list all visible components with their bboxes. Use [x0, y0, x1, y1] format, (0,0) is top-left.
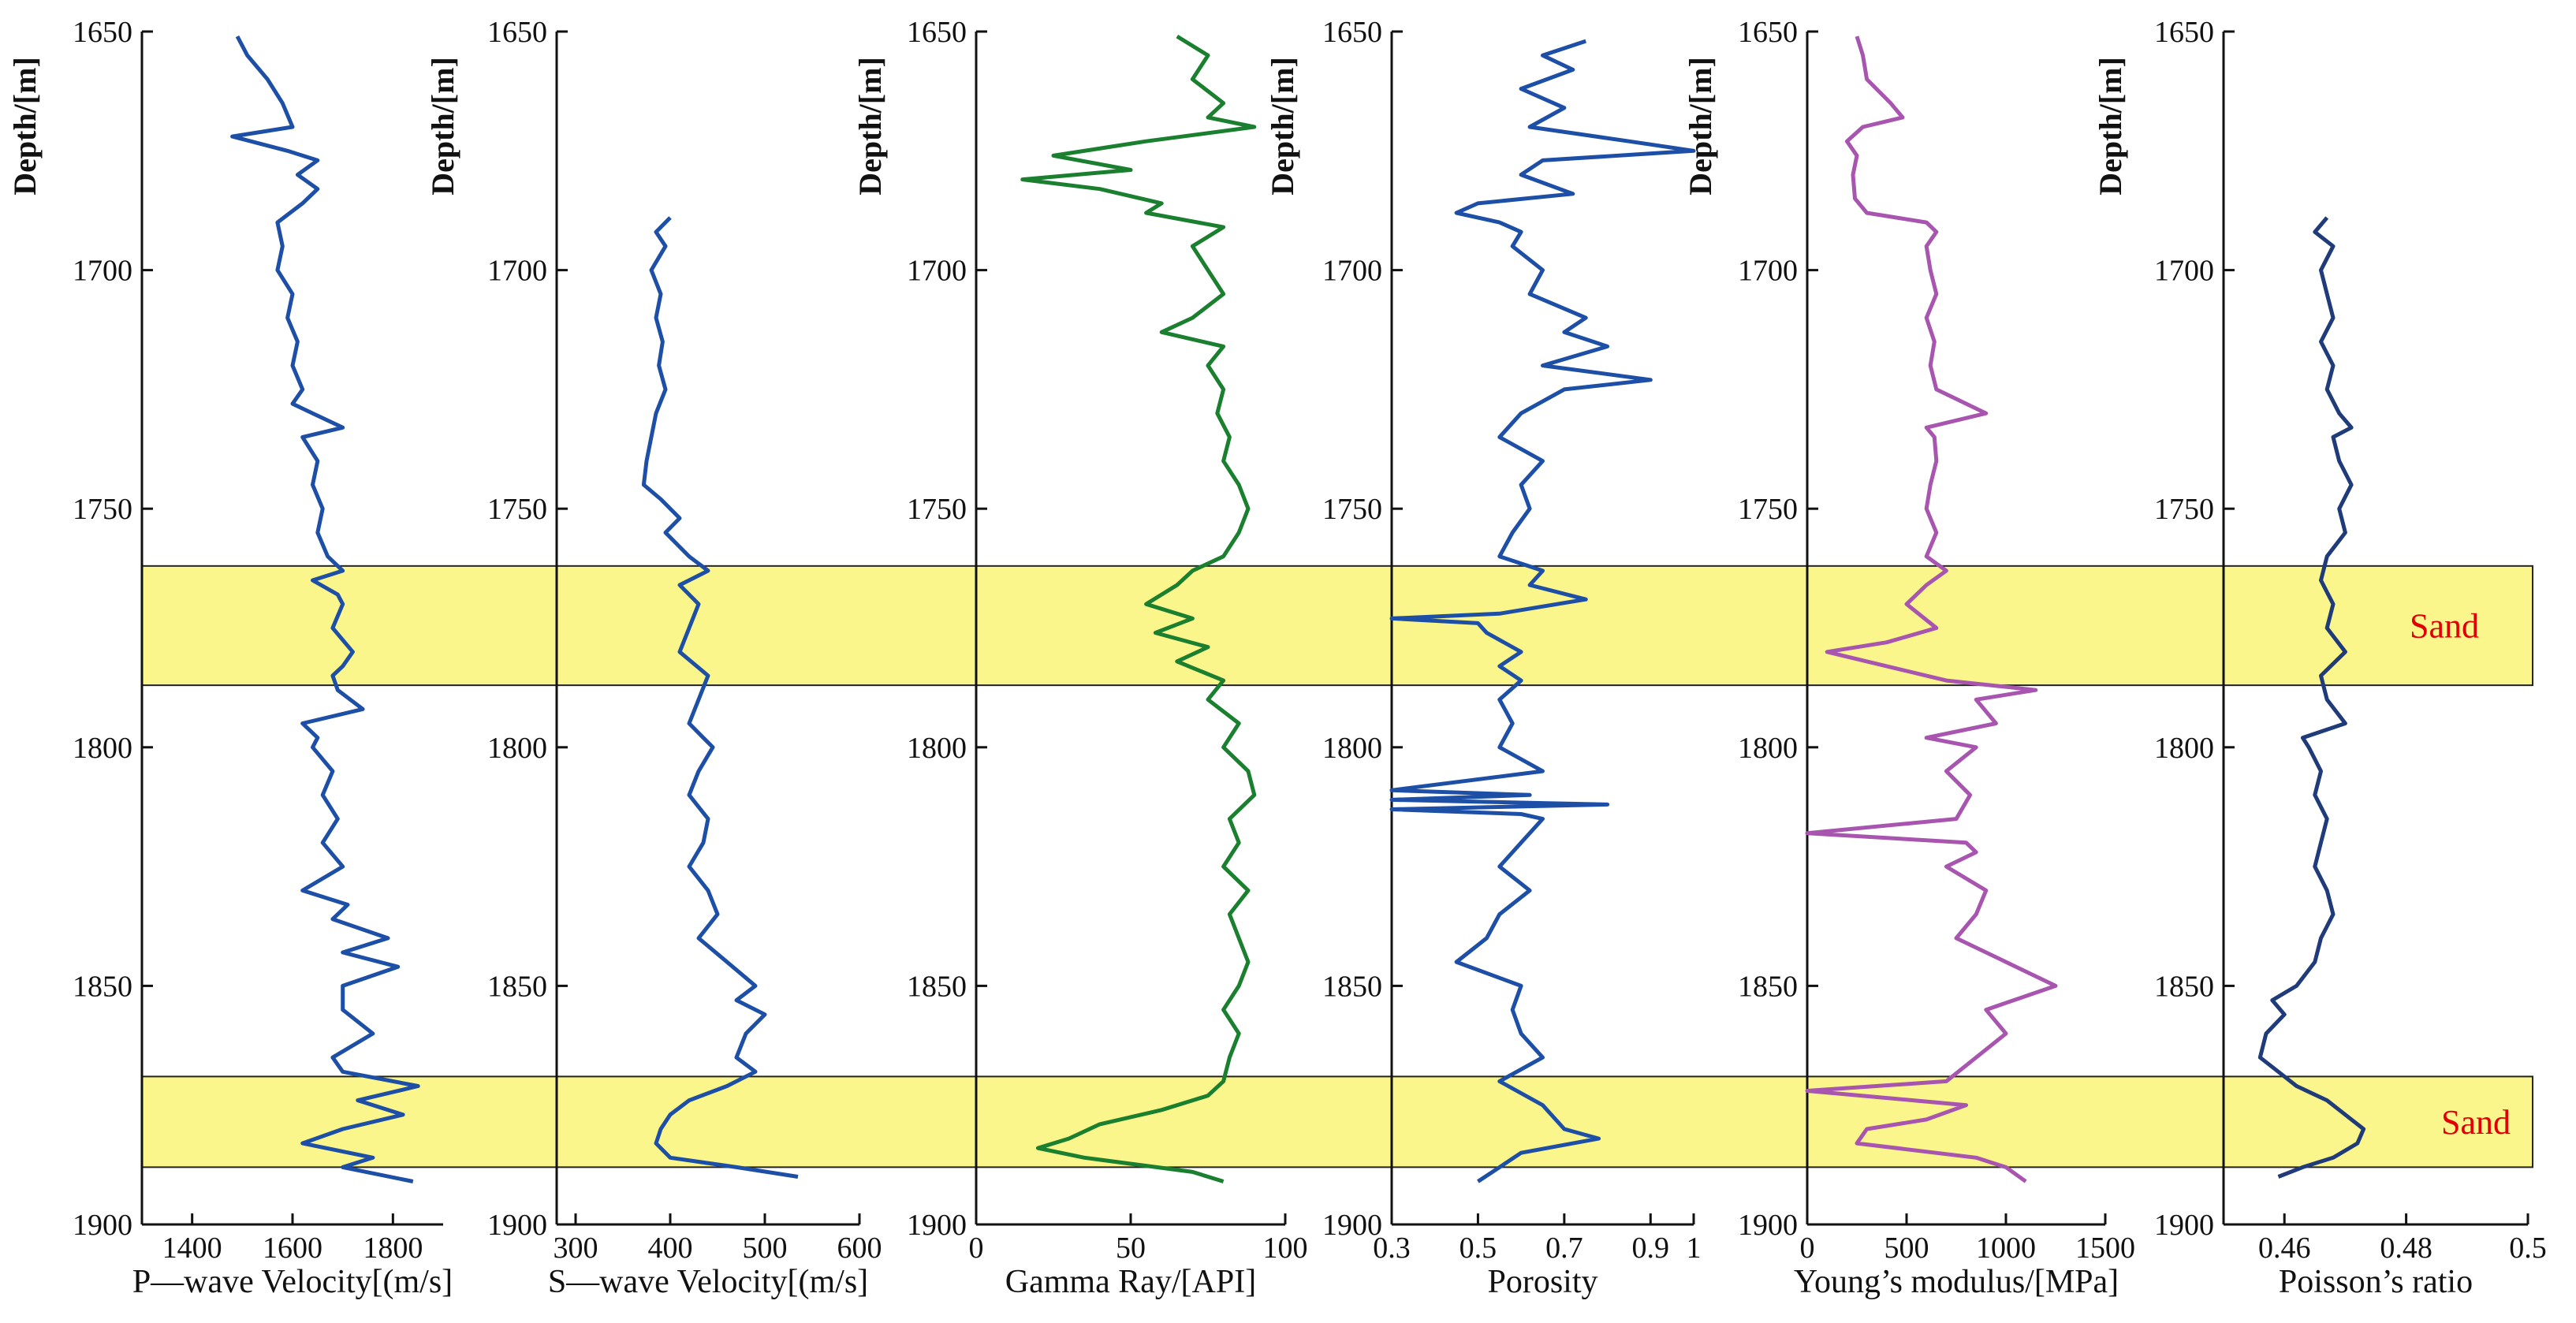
depth-tick-label: 1650: [907, 16, 967, 49]
depth-tick-label: 1700: [2154, 255, 2214, 288]
depth-tick-label: 1650: [1738, 16, 1798, 49]
log-curve: [230, 35, 420, 1183]
log-track: 1650 1700 1750 1800 1850 1900 Depth/[m] 0 500 100…: [1683, 16, 2135, 1300]
log-track: 1650 1700 1750 1800 1850 1900 Depth/[m] 0.3 0.5 0…: [1265, 16, 1702, 1300]
depth-axis-title: Depth/[m]: [425, 57, 460, 196]
x-tick-label: 0.46: [2258, 1232, 2311, 1265]
depth-tick-label: 1800: [73, 732, 132, 765]
depth-axis-title: Depth/[m]: [2093, 57, 2128, 196]
sand-zones: Sand Sand: [141, 565, 2533, 1168]
x-axis-title: Young’s modulus/[MPa]: [1794, 1264, 2119, 1300]
x-tick-label: 0: [1800, 1232, 1815, 1265]
depth-tick-label: 1650: [2154, 16, 2214, 49]
depth-tick-label: 1900: [73, 1209, 132, 1242]
depth-tick-label: 1900: [1738, 1209, 1798, 1242]
depth-tick-label: 1750: [907, 493, 967, 526]
x-tick-label: 400: [648, 1232, 693, 1265]
x-tick-label: 0.9: [1632, 1232, 1670, 1265]
depth-tick-label: 1750: [2154, 493, 2214, 526]
x-tick-label: 600: [837, 1232, 882, 1265]
depth-tick-label: 1750: [487, 493, 547, 526]
x-tick-label: 0: [969, 1232, 984, 1265]
depth-tick-label: 1800: [1738, 732, 1798, 765]
x-tick-label: 1800: [363, 1232, 423, 1265]
x-tick-label: 0.5: [2509, 1232, 2547, 1265]
x-tick-label: 1400: [162, 1232, 222, 1265]
depth-tick-label: 1800: [907, 732, 967, 765]
x-tick-label: 1: [1687, 1232, 1702, 1265]
log-curve: [1389, 39, 1696, 1183]
depth-axis-title: Depth/[m]: [1265, 57, 1300, 196]
x-tick-label: 0.7: [1545, 1232, 1583, 1265]
x-tick-label: 300: [554, 1232, 598, 1265]
depth-tick-label: 1850: [2154, 970, 2214, 1003]
depth-tick-label: 1750: [1322, 493, 1382, 526]
x-tick-label: 50: [1116, 1232, 1146, 1265]
depth-tick-label: 1850: [73, 970, 132, 1003]
depth-axis-title: Depth/[m]: [1683, 57, 1718, 196]
depth-tick-label: 1800: [1322, 732, 1382, 765]
sand-zone-band: [141, 565, 2533, 687]
depth-tick-label: 1750: [1738, 493, 1798, 526]
log-track: 1650 1700 1750 1800 1850 1900 Depth/[m] 300 400 5…: [425, 16, 882, 1300]
depth-tick-label: 1750: [73, 493, 132, 526]
depth-tick-label: 1900: [1322, 1209, 1382, 1242]
depth-tick-label: 1850: [1322, 970, 1382, 1003]
log-curve: [1805, 35, 2058, 1183]
depth-tick-label: 1700: [73, 255, 132, 288]
depth-tick-label: 1700: [1322, 255, 1382, 288]
depth-tick-label: 1850: [907, 970, 967, 1003]
x-tick-label: 0.48: [2380, 1232, 2432, 1265]
x-axis-title: Porosity: [1487, 1264, 1597, 1300]
x-tick-label: 1500: [2075, 1232, 2135, 1265]
x-tick-label: 0.5: [1459, 1232, 1497, 1265]
depth-tick-label: 1650: [487, 16, 547, 49]
depth-tick-label: 1900: [487, 1209, 547, 1242]
depth-tick-label: 1700: [487, 255, 547, 288]
depth-tick-label: 1850: [1738, 970, 1798, 1003]
log-curve: [641, 216, 799, 1179]
sand-zone-band: [141, 1075, 2533, 1168]
depth-tick-label: 1850: [487, 970, 547, 1003]
x-axis-title: S—wave Velocity[(m/s]: [548, 1264, 868, 1300]
log-track: 1650 1700 1750 1800 1850 1900 Depth/[m] 1400 160…: [7, 16, 453, 1300]
x-tick-label: 100: [1263, 1232, 1308, 1265]
depth-tick-label: 1650: [73, 16, 132, 49]
x-tick-label: 0.3: [1373, 1232, 1411, 1265]
x-tick-label: 1600: [263, 1232, 322, 1265]
depth-axis-title: Depth/[m]: [852, 57, 888, 196]
depth-tick-label: 1900: [2154, 1209, 2214, 1242]
sand-zone-label: Sand: [2410, 606, 2479, 645]
depth-tick-label: 1650: [1322, 16, 1382, 49]
depth-tick-label: 1700: [907, 255, 967, 288]
depth-tick-label: 1800: [2154, 732, 2214, 765]
depth-tick-label: 1900: [907, 1209, 967, 1242]
log-curve: [1020, 34, 1257, 1183]
x-axis-title: Poisson’s ratio: [2279, 1264, 2473, 1300]
log-curve: [2257, 216, 2366, 1179]
x-axis-title: Gamma Ray/[API]: [1005, 1264, 1256, 1300]
x-tick-label: 500: [743, 1232, 788, 1265]
log-track: 1650 1700 1750 1800 1850 1900 Depth/[m] 0.46 0.4…: [2093, 16, 2547, 1300]
log-track: 1650 1700 1750 1800 1850 1900 Depth/[m] 0 50 100G…: [852, 16, 1308, 1300]
x-tick-label: 1000: [1976, 1232, 2036, 1265]
x-axis-title: P—wave Velocity[(m/s]: [132, 1264, 453, 1300]
depth-tick-label: 1800: [487, 732, 547, 765]
sand-zone-label: Sand: [2441, 1103, 2511, 1142]
x-tick-label: 500: [1884, 1232, 1929, 1265]
depth-tick-label: 1700: [1738, 255, 1798, 288]
depth-axis-title: Depth/[m]: [7, 57, 43, 196]
